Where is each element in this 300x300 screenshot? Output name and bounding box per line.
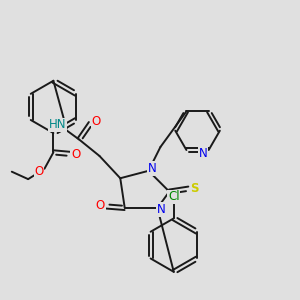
Text: HN: HN (49, 118, 66, 131)
Text: N: N (148, 162, 157, 175)
Text: O: O (96, 200, 105, 212)
Text: O: O (34, 165, 44, 178)
Text: N: N (199, 147, 208, 160)
Text: Cl: Cl (168, 190, 180, 203)
Text: O: O (91, 115, 101, 128)
Text: O: O (71, 148, 80, 161)
Text: N: N (157, 203, 166, 216)
Text: S: S (190, 182, 199, 194)
